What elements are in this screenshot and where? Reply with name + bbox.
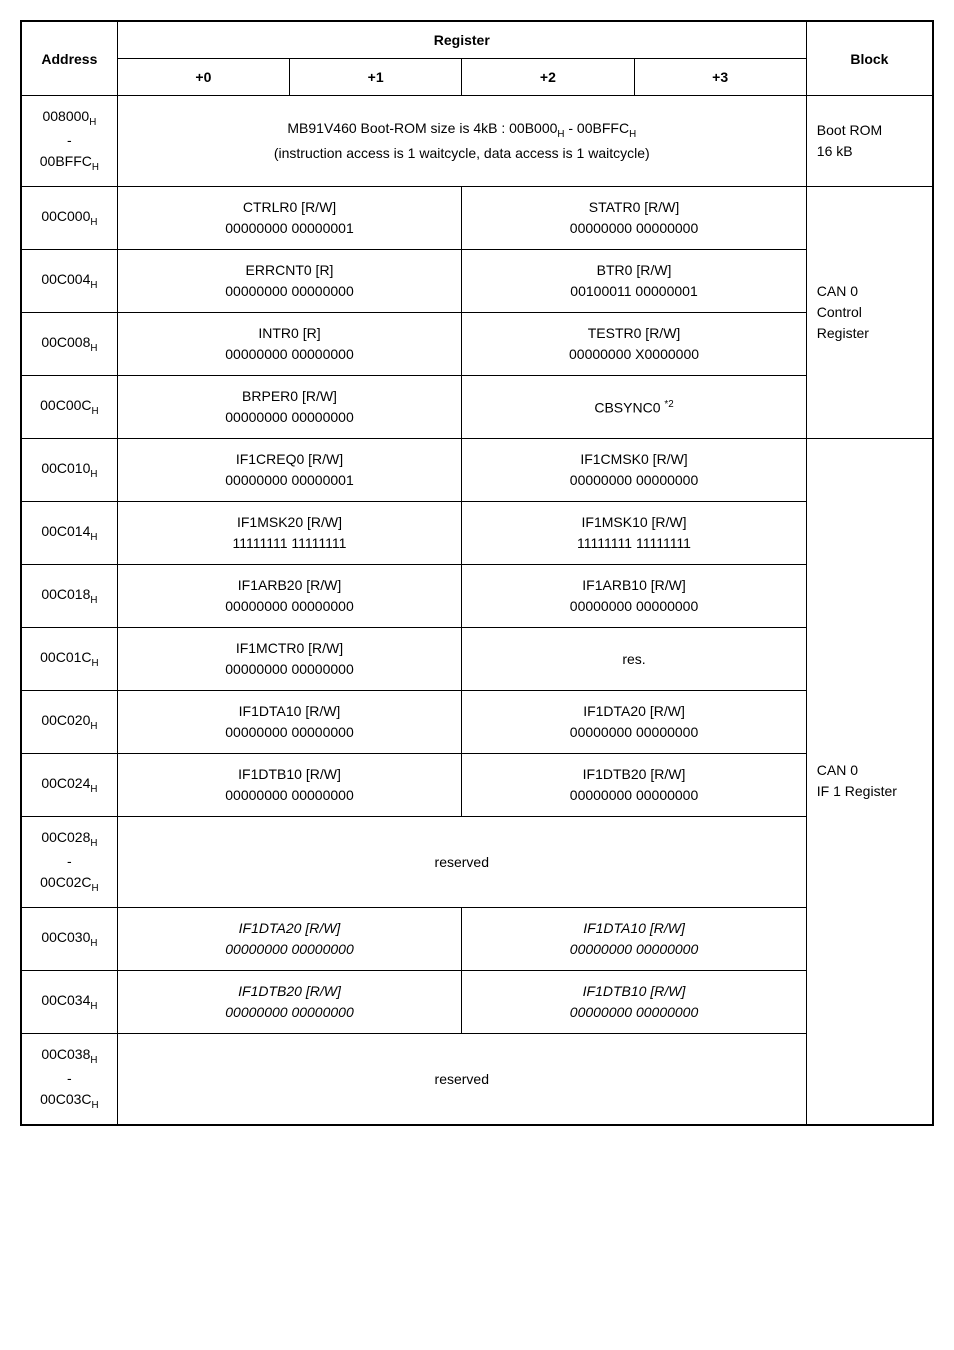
addr-00C018: 00C018H bbox=[21, 564, 117, 627]
reg-if1mctr0: IF1MCTR0 [R/W]00000000 00000000 bbox=[117, 627, 462, 690]
reg-if1msk20: IF1MSK20 [R/W]11111111 11111111 bbox=[117, 501, 462, 564]
addr-00C028: 00C028H - 00C02CH bbox=[21, 816, 117, 907]
reg-if1dta20-b: IF1DTA20 [R/W]00000000 00000000 bbox=[117, 907, 462, 970]
reg-reserved2: reserved bbox=[117, 1033, 806, 1124]
addr-00C008: 00C008H bbox=[21, 312, 117, 375]
reg-testr0: TESTR0 [R/W]00000000 X0000000 bbox=[462, 312, 807, 375]
addr-00C024: 00C024H bbox=[21, 753, 117, 816]
reg-if1dta10-b: IF1DTA10 [R/W]00000000 00000000 bbox=[462, 907, 807, 970]
reg-reserved1: reserved bbox=[117, 816, 806, 907]
addr-008000: 008000H - 00BFFCH bbox=[21, 96, 117, 187]
reg-ctrlr0: CTRLR0 [R/W]00000000 00000001 bbox=[117, 186, 462, 249]
addr-00C010: 00C010H bbox=[21, 438, 117, 501]
hdr-p1: +1 bbox=[290, 59, 462, 96]
reg-if1dtb20: IF1DTB20 [R/W]00000000 00000000 bbox=[462, 753, 807, 816]
reg-errcnt0: ERRCNT0 [R]00000000 00000000 bbox=[117, 249, 462, 312]
reg-if1dta20: IF1DTA20 [R/W]00000000 00000000 bbox=[462, 690, 807, 753]
reg-cbsync0: CBSYNC0 *2 bbox=[462, 375, 807, 438]
block-bootrom: Boot ROM 16 kB bbox=[806, 96, 933, 187]
reg-if1creq0: IF1CREQ0 [R/W]00000000 00000001 bbox=[117, 438, 462, 501]
addr-00C038: 00C038H - 00C03CH bbox=[21, 1033, 117, 1124]
hdr-block: Block bbox=[806, 21, 933, 96]
addr-00C020: 00C020H bbox=[21, 690, 117, 753]
bootrom-desc: MB91V460 Boot-ROM size is 4kB : 00B000H … bbox=[117, 96, 806, 187]
reg-intr0: INTR0 [R]00000000 00000000 bbox=[117, 312, 462, 375]
addr-00C014: 00C014H bbox=[21, 501, 117, 564]
reg-if1dtb20-b: IF1DTB20 [R/W]00000000 00000000 bbox=[117, 970, 462, 1033]
hdr-register: Register bbox=[117, 21, 806, 59]
reg-if1dtb10: IF1DTB10 [R/W]00000000 00000000 bbox=[117, 753, 462, 816]
reg-btr0: BTR0 [R/W]00100011 00000001 bbox=[462, 249, 807, 312]
reg-brper0: BRPER0 [R/W]00000000 00000000 bbox=[117, 375, 462, 438]
reg-res: res. bbox=[462, 627, 807, 690]
hdr-p2: +2 bbox=[462, 59, 634, 96]
reg-statr0: STATR0 [R/W]00000000 00000000 bbox=[462, 186, 807, 249]
hdr-p0: +0 bbox=[117, 59, 289, 96]
block-can0-control: CAN 0 Control Register bbox=[806, 186, 933, 438]
addr-00C034: 00C034H bbox=[21, 970, 117, 1033]
addr-00C004: 00C004H bbox=[21, 249, 117, 312]
hdr-address: Address bbox=[21, 21, 117, 96]
reg-if1arb20: IF1ARB20 [R/W]00000000 00000000 bbox=[117, 564, 462, 627]
reg-if1msk10: IF1MSK10 [R/W]11111111 11111111 bbox=[462, 501, 807, 564]
addr-00C030: 00C030H bbox=[21, 907, 117, 970]
register-table: Address Register Block +0 +1 +2 +3 00800… bbox=[20, 20, 934, 1126]
hdr-p3: +3 bbox=[634, 59, 806, 96]
addr-00C00C: 00C00CH bbox=[21, 375, 117, 438]
addr-00C01C: 00C01CH bbox=[21, 627, 117, 690]
addr-00C000: 00C000H bbox=[21, 186, 117, 249]
reg-if1dta10: IF1DTA10 [R/W]00000000 00000000 bbox=[117, 690, 462, 753]
block-can0-if1: CAN 0 IF 1 Register bbox=[806, 438, 933, 1124]
reg-if1cmsk0: IF1CMSK0 [R/W]00000000 00000000 bbox=[462, 438, 807, 501]
reg-if1dtb10-b: IF1DTB10 [R/W]00000000 00000000 bbox=[462, 970, 807, 1033]
reg-if1arb10: IF1ARB10 [R/W]00000000 00000000 bbox=[462, 564, 807, 627]
